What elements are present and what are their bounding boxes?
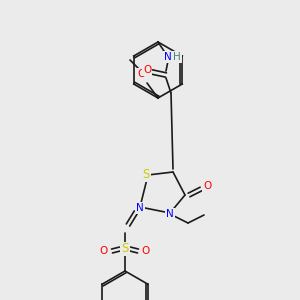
Text: S: S [142, 169, 150, 182]
Text: O: O [138, 69, 146, 79]
Text: O: O [142, 246, 150, 256]
Text: N: N [164, 52, 172, 62]
Text: O: O [143, 65, 151, 75]
Text: N: N [136, 203, 144, 213]
Text: O: O [100, 246, 108, 256]
Text: N: N [166, 209, 174, 219]
Text: S: S [121, 242, 129, 256]
Text: H: H [173, 52, 181, 62]
Text: O: O [203, 181, 211, 191]
